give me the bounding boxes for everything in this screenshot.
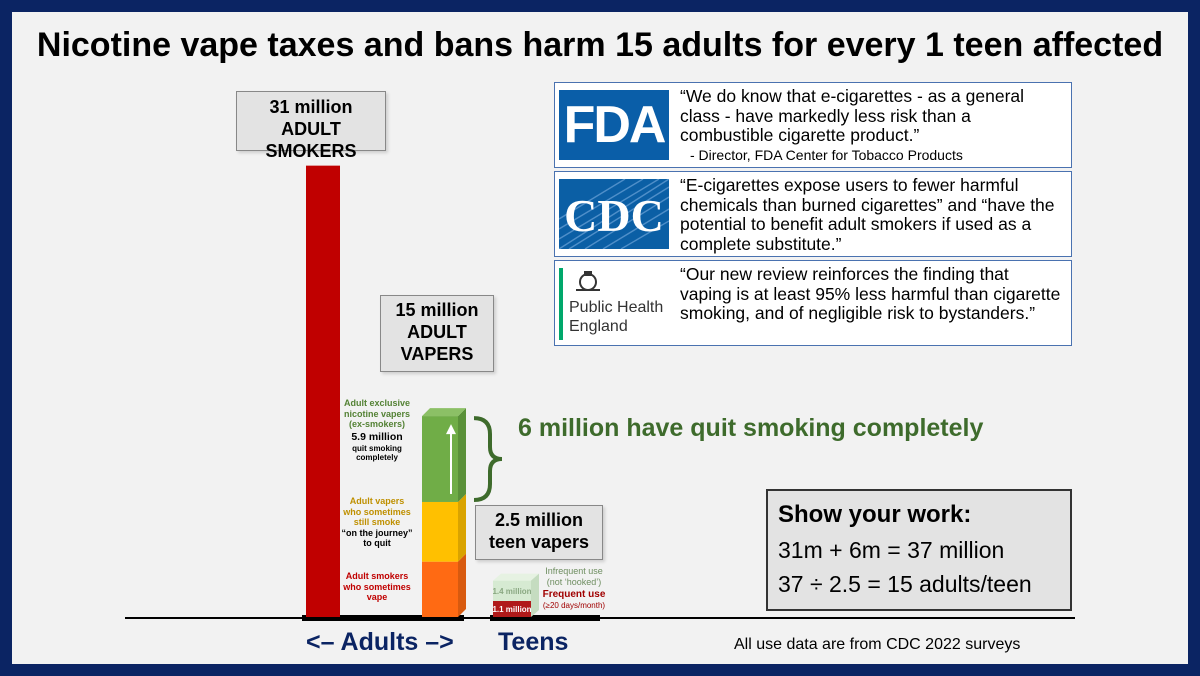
phe-quote-box: Public Health England “Our new review re… [554,260,1072,346]
bar-adult-smokers [306,165,340,617]
cdc-quote-text: “E-cigarettes expose users to fewer harm… [680,175,1055,254]
adult-smokers-count: 31 million [269,97,353,117]
annotation-line: Infrequent use [545,566,603,576]
work-line-1: 31m + 6m = 37 million [778,537,1005,563]
exclusive-vapers-annotation: Adult exclusive nicotine vapers (ex-smok… [332,398,422,462]
adult-vapers-l1: ADULT [407,322,467,342]
crest-icon [576,271,600,291]
teen-infrequent-value: 1.4 million [492,587,531,596]
adult-vapers-label: 15 million ADULT VAPERS [380,295,494,372]
teen-frequent-value: 1.1 million [492,605,531,614]
quit-count: 5.9 million [351,430,403,443]
bar-segment-exclusive-vapers-side [458,408,466,502]
bar-segment-smokers-who-vape-side [458,553,466,617]
annotation-line: (not ‘hooked’) [546,576,602,587]
dual-users-annotation: Adult vapers who sometimes still smoke “… [332,496,422,549]
cdc-logo: CDC [559,179,669,249]
annotation-line: Adult vapers [349,496,405,506]
bar-segment-dual-users-side [458,493,466,562]
smokers-who-vape-annotation: Adult smokers who sometimes vape [332,571,422,603]
annotation-line: quit smoking [352,443,402,453]
fda-attribution: - Director, FDA Center for Tobacco Produ… [690,146,963,163]
page-title: Nicotine vape taxes and bans harm 15 adu… [36,26,1164,64]
annotation-line: who sometimes [343,506,411,517]
svg-text:CDC: CDC [564,190,664,241]
adult-smokers-name: ADULT SMOKERS [265,119,357,161]
frequent-use-annotation: Frequent use (≥20 days/month) [534,589,614,611]
annotation-line: (ex-smokers) [348,419,406,429]
annotation-line: who sometimes [343,581,411,592]
cdc-quote: “E-cigarettes expose users to fewer harm… [680,175,1065,254]
bar-segment-dual-users [422,501,458,562]
phe-org-line: Public Health [569,299,664,316]
bar-teen-side [531,573,539,617]
annotation-line: vape [366,592,388,602]
bar-teen-top [493,573,539,581]
phe-quote: “Our new review reinforces the finding t… [680,264,1065,324]
annotation-line: to quit [363,538,391,548]
fda-quote-text: “We do know that e-cigarettes - as a gen… [680,86,1025,145]
bar-adult-vapers-top [422,408,466,417]
work-line-2: 37 ÷ 2.5 = 15 adults/teen [778,571,1032,597]
bar-segment-smokers-who-vape [422,561,458,617]
annotation-line: completely [356,452,398,462]
adults-axis-label: <– Adults –> [306,628,454,656]
annotation-line: Frequent use [542,589,606,600]
annotation-line: (≥20 days/month) [542,600,606,610]
slide: Nicotine vape taxes and bans harm 15 adu… [12,12,1188,664]
footnote: All use data are from CDC 2022 surveys [734,636,1021,653]
teens-axis-label: Teens [498,628,569,656]
fda-quote-box: FDA “We do know that e-cigarettes - as a… [554,82,1072,168]
adults-baseline-bracket [302,615,464,621]
fda-logo: FDA [559,90,669,160]
annotation-line: Adult exclusive [343,398,411,408]
teen-vapers-count: 2.5 million [494,510,584,530]
bar-segment-teen-frequent [493,600,531,617]
cdc-logo-graphic: CDC [559,179,669,249]
annotation-line: “on the journey” [341,527,413,538]
quit-brace [473,416,503,502]
fda-quote: “We do know that e-cigarettes - as a gen… [680,86,1065,164]
teens-baseline-bracket [490,615,600,621]
quit-callout: 6 million have quit smoking completely [518,414,984,442]
phe-logo-text: Public Health England [569,298,663,336]
chart-canvas: 1.4 million 1.1 million [125,165,1075,621]
teen-vapers-name: teen vapers [488,532,590,552]
annotation-line: Adult smokers [345,571,409,581]
annotation-line: still smoke [353,517,401,527]
show-your-work-box: Show your work: 31m + 6m = 37 million 37… [766,489,1072,611]
bar-segment-teen-infrequent [493,580,531,601]
adult-vapers-l2: VAPERS [400,344,474,364]
phe-quote-text: “Our new review reinforces the finding t… [680,264,1061,323]
adult-vapers-count: 15 million [395,300,479,320]
infrequent-use-annotation: Infrequent use (not ‘hooked’) [534,566,614,587]
phe-logo: Public Health England [559,268,673,340]
work-title: Show your work: [778,501,972,528]
adult-smokers-label: 31 million ADULT SMOKERS [236,91,386,161]
cdc-quote-box: CDC “E-cigarettes expose users to fewer … [554,171,1072,257]
teen-vapers-label: 2.5 million teen vapers [475,505,603,560]
phe-org-line: England [569,318,628,335]
annotation-line: nicotine vapers [343,408,411,419]
quit-arrow-head [446,424,456,435]
